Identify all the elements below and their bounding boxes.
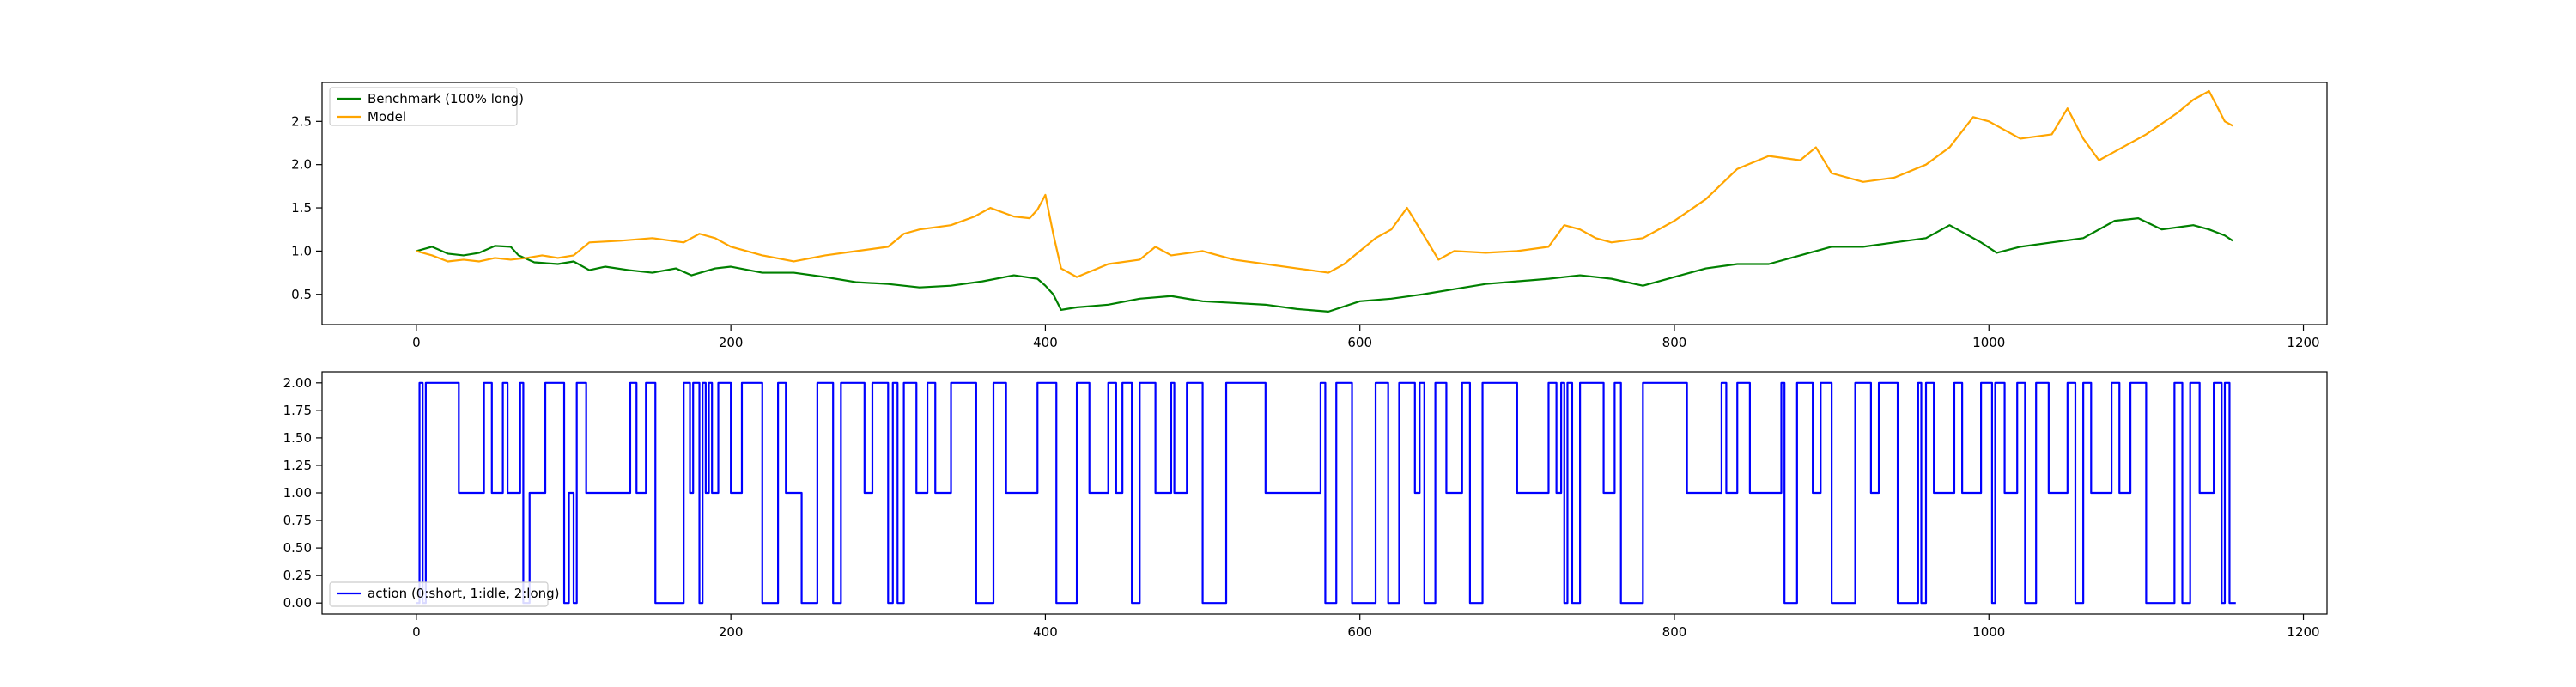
x-tick-label: 0: [412, 624, 421, 640]
series-line-0-1: [416, 89, 2233, 278]
x-tick-label: 200: [719, 335, 744, 350]
y-tick-label: 1.0: [291, 243, 312, 258]
y-tick-label: 1.75: [283, 403, 312, 418]
legend: Benchmark (100% long) Model: [329, 87, 524, 126]
y-tick-label: 2.00: [283, 375, 312, 391]
y-tick-label: 0.50: [283, 540, 312, 556]
benchmark-model-plot: 0 200 400 600 800 1000 1200 0.5 1.0 1.5 2.0 2.5 Benc…: [291, 82, 2328, 350]
action-plot: 0 200 400 600 800 1000 1200 0.00 0.25 0.50 0.75 1.0…: [283, 371, 2328, 640]
y-tick-label: 0.00: [283, 595, 312, 611]
y-tick-label: 1.25: [283, 458, 312, 473]
x-tick-label: 1200: [2287, 624, 2319, 640]
x-tick-label: 800: [1662, 624, 1687, 640]
x-tick-label: 600: [1347, 624, 1372, 640]
y-tick-label: 1.50: [283, 430, 312, 446]
series-line-0-0: [416, 217, 2233, 313]
x-tick-label: 0: [412, 335, 421, 350]
legend-entry: Benchmark (100% long): [368, 91, 524, 106]
y-tick-label: 2.5: [291, 113, 312, 129]
y-tick-label: 1.5: [291, 200, 312, 216]
axes-frame: [321, 82, 2328, 325]
y-tick-label: 1.00: [283, 485, 312, 501]
x-tick-label: 1200: [2287, 335, 2319, 350]
x-tick-label: 1000: [1972, 624, 2005, 640]
x-tick-label: 1000: [1972, 335, 2005, 350]
legend-entry: action (0:short, 1:idle, 2:long): [368, 586, 560, 601]
x-tick-label: 400: [1033, 335, 1058, 350]
x-tick-label: 800: [1662, 335, 1687, 350]
y-tick-label: 2.0: [291, 157, 312, 173]
legend-box: [329, 87, 518, 126]
y-tick-label: 0.75: [283, 513, 312, 528]
y-tick-label: 0.25: [283, 568, 312, 583]
x-tick-label: 400: [1033, 624, 1058, 640]
legend-entry: Model: [368, 109, 406, 125]
legend-box: [329, 581, 549, 607]
x-tick-label: 200: [719, 624, 744, 640]
y-tick-label: 0.5: [291, 287, 312, 302]
legend: action (0:short, 1:idle, 2:long): [329, 581, 560, 607]
x-tick-label: 600: [1347, 335, 1372, 350]
series-line-1-0: [416, 381, 2236, 605]
